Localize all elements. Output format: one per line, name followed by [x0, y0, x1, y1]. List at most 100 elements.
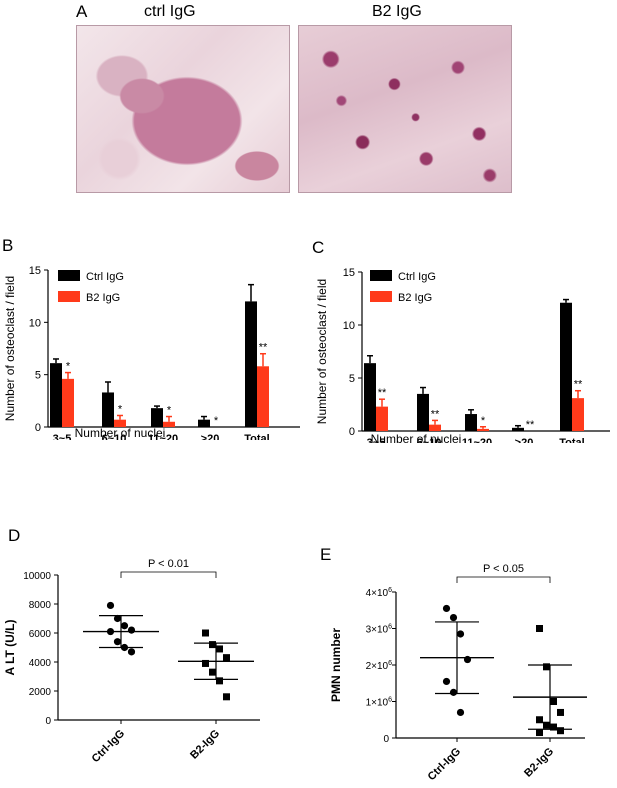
chart-b-legend-label: Ctrl IgG	[86, 271, 124, 283]
chart-c-significance-mark: **	[574, 379, 583, 391]
chart-c-ytick-label: 10	[343, 320, 355, 332]
chart-b-significance-mark: *	[214, 415, 219, 427]
chart-d-data-point	[127, 648, 136, 656]
b2-igg-image-label: B2 IgG	[372, 3, 422, 20]
chart-d-data-point	[209, 641, 216, 649]
chart-b-bar	[102, 392, 114, 427]
chart-b-category-label: >20	[201, 433, 220, 440]
chart-e-data-point	[557, 708, 564, 716]
chart-e-p-value-label: P < 0.05	[483, 563, 524, 575]
chart-d-ytick-label: 0	[45, 716, 51, 727]
chart-e-data-point	[550, 723, 557, 731]
chart-d-alt-scatter: 0 2000 4000 6000 8000 10000 A LT (U/L) Ctrl-IgG…	[3, 558, 260, 765]
chart-e-ytick-label: 0	[383, 734, 389, 745]
chart-b-y-axis-label: Number of osteoclast / field	[3, 276, 17, 421]
chart-e-data-point	[550, 698, 557, 705]
chart-c-legend-swatch	[370, 270, 392, 281]
chart-c-category-label: 11~20	[462, 437, 492, 443]
chart-c-category-label: 6~10	[417, 437, 442, 443]
chart-c-y-axis-label: Number of osteoclast / field	[315, 279, 329, 424]
chart-b-osteoclast-bars: 0 5 10 15 Number of osteoclast / field Number…	[3, 265, 300, 440]
chart-b-bar	[245, 301, 257, 427]
chart-b-significance-mark: *	[167, 405, 172, 417]
panel-e-letter: E	[320, 545, 332, 564]
chart-d-data-point	[209, 668, 216, 676]
chart-b-bar	[50, 363, 62, 427]
chart-d-category-label: Ctrl-IgG	[90, 728, 127, 765]
chart-c-bar	[560, 302, 572, 431]
chart-d-data-point	[202, 629, 209, 637]
chart-b-bar	[257, 366, 269, 427]
chart-c-osteoclast-bars: 0 5 10 15 Number of osteoclast / field Number…	[315, 267, 610, 443]
chart-c-bar	[477, 428, 489, 431]
chart-e-ytick-label: 3×106	[366, 624, 393, 636]
chart-c-category-label: Total	[559, 437, 584, 443]
panel-c-letter: C	[312, 238, 325, 257]
chart-b-ytick-label: 15	[29, 265, 41, 277]
chart-c-ytick-label: 15	[343, 267, 355, 279]
chart-b-legend-label: B2 IgG	[86, 292, 120, 304]
chart-b-significance-mark: **	[259, 342, 268, 354]
chart-c-legend-swatch	[370, 291, 392, 302]
chart-b-ytick-label: 10	[29, 317, 41, 329]
chart-b-ytick-label: 5	[35, 370, 41, 382]
chart-e-pmn-scatter: 0 1×106 2×106 3×106 4×106 PMN number Ctrl-IgG B…	[329, 563, 587, 783]
chart-b-category-label: 6~10	[102, 433, 127, 440]
chart-b-significance-mark: *	[118, 403, 123, 415]
chart-d-data-point	[216, 677, 223, 685]
panel-d-letter: D	[8, 526, 21, 545]
chart-d-data-point	[223, 693, 230, 701]
chart-d-ytick-label: 2000	[29, 687, 52, 698]
chart-c-bar	[512, 427, 524, 431]
chart-e-ytick-label: 4×106	[366, 587, 393, 599]
chart-d-p-value-label: P < 0.01	[148, 558, 189, 570]
chart-e-ytick-label: 2×106	[366, 660, 393, 672]
chart-d-data-point	[120, 622, 129, 630]
chart-e-y-axis-label: PMN number	[329, 628, 343, 702]
chart-c-category-label: 3~5	[367, 437, 386, 443]
chart-b-x-axis-label: Number of nuclei	[75, 426, 166, 440]
chart-e-data-point	[543, 663, 550, 671]
chart-e-data-point	[442, 604, 451, 613]
chart-c-x-axis-label: Number of nuclei	[371, 432, 462, 443]
chart-c-legend-label: Ctrl IgG	[398, 271, 436, 283]
chart-b-bar	[151, 408, 163, 427]
chart-e-data-point	[449, 613, 458, 622]
chart-b-legend-swatch	[58, 291, 80, 302]
chart-d-ytick-label: 6000	[29, 629, 52, 640]
chart-b-legend-swatch	[58, 270, 80, 281]
chart-b-ytick-label: 0	[35, 422, 41, 434]
chart-e-category-label: B2-IgG	[522, 746, 556, 780]
chart-c-bar	[429, 424, 441, 431]
chart-e-data-point	[536, 625, 543, 632]
chart-b-bar	[114, 419, 126, 427]
chart-e-data-point	[557, 727, 564, 735]
chart-e-category-label: Ctrl-IgG	[426, 746, 463, 783]
chart-b-bar	[198, 419, 210, 427]
chart-d-data-point	[202, 659, 209, 667]
chart-d-data-point	[127, 626, 136, 634]
chart-c-bar	[376, 406, 388, 431]
chart-b-category-label: 11~20	[148, 433, 178, 440]
chart-b-bar	[163, 421, 175, 427]
chart-d-ytick-label: 10000	[23, 571, 51, 582]
chart-c-ytick-label: 5	[349, 373, 355, 385]
chart-d-significance-bracket	[120, 571, 217, 578]
chart-c-bar	[417, 393, 429, 431]
chart-d-ytick-label: 4000	[29, 658, 52, 669]
chart-d-category-label: B2-IgG	[188, 728, 222, 762]
chart-d-data-point	[113, 614, 122, 623]
chart-e-data-point	[449, 688, 458, 696]
chart-e-data-point	[536, 729, 543, 737]
ctrl-igg-image-label: ctrl IgG	[144, 3, 196, 20]
chart-c-legend-label: B2 IgG	[398, 292, 432, 304]
chart-e-data-point	[442, 677, 451, 686]
chart-e-significance-bracket	[456, 576, 551, 583]
chart-c-significance-mark: *	[481, 415, 486, 427]
chart-c-bar	[572, 398, 584, 431]
chart-b-significance-mark: *	[66, 361, 71, 373]
chart-c-significance-mark: **	[431, 408, 440, 420]
chart-e-data-point	[456, 708, 465, 717]
chart-c-significance-mark: **	[378, 387, 387, 399]
chart-b-bar	[62, 378, 74, 427]
